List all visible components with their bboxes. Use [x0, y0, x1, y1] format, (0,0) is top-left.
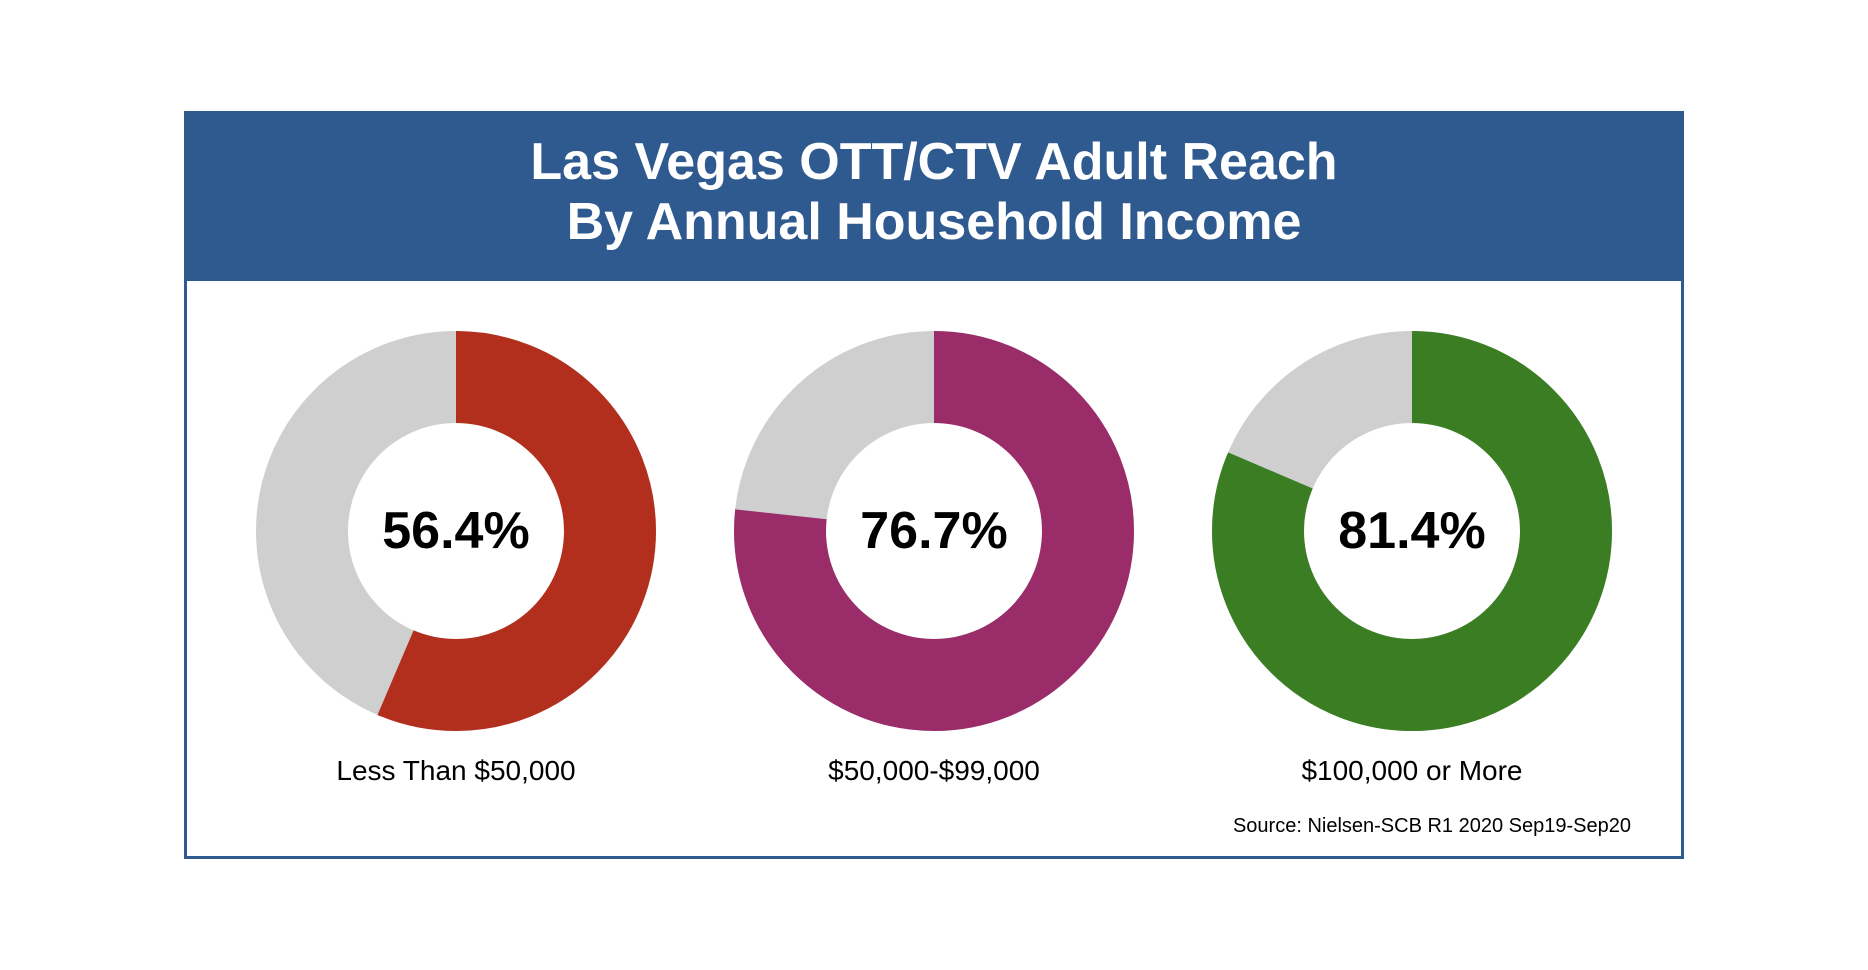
title-line-2: By Annual Household Income: [204, 193, 1664, 253]
donut-chart: 76.7% $50,000-$99,000: [715, 331, 1153, 787]
donut-value: 81.4%: [1212, 331, 1612, 731]
charts-row: 56.4% Less Than $50,000 76.7% $50,000-$99,0…: [237, 331, 1631, 787]
source-text: Source: Nielsen-SCB R1 2020 Sep19-Sep20: [237, 815, 1631, 838]
donut-wrap: 76.7%: [734, 331, 1134, 731]
donut-label: Less Than $50,000: [336, 755, 575, 787]
donut-value: 56.4%: [256, 331, 656, 731]
body-frame: 56.4% Less Than $50,000 76.7% $50,000-$99,0…: [184, 278, 1684, 859]
infographic-card: Las Vegas OTT/CTV Adult Reach By Annual …: [184, 111, 1684, 860]
donut-chart: 81.4% $100,000 or More: [1193, 331, 1631, 787]
title-bar: Las Vegas OTT/CTV Adult Reach By Annual …: [184, 111, 1684, 279]
donut-label: $100,000 or More: [1301, 755, 1522, 787]
donut-value: 76.7%: [734, 331, 1134, 731]
title-line-1: Las Vegas OTT/CTV Adult Reach: [204, 133, 1664, 193]
donut-wrap: 81.4%: [1212, 331, 1612, 731]
donut-wrap: 56.4%: [256, 331, 656, 731]
donut-chart: 56.4% Less Than $50,000: [237, 331, 675, 787]
donut-label: $50,000-$99,000: [828, 755, 1040, 787]
